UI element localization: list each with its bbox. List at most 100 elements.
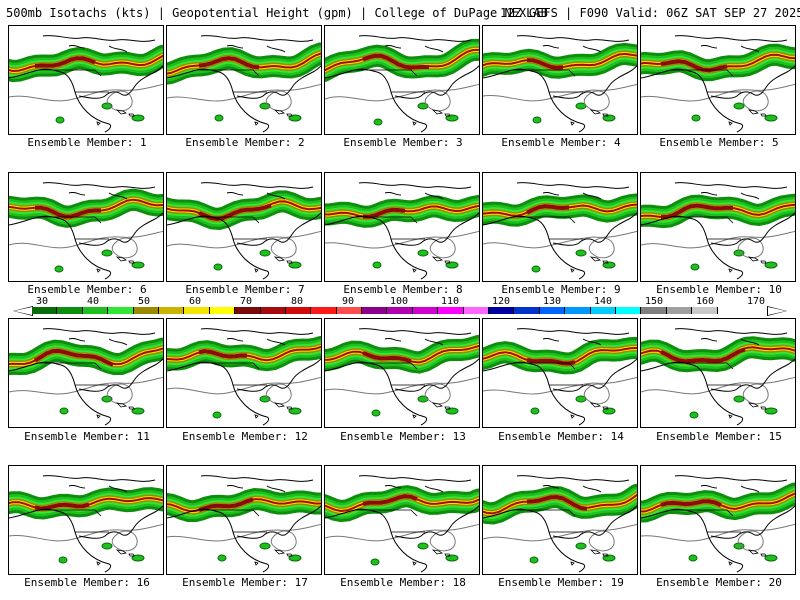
- height-contour-closed: [737, 530, 764, 552]
- height-contour: [167, 376, 321, 395]
- ensemble-member-label: Ensemble Member: 6: [27, 283, 147, 296]
- coastline: [516, 328, 630, 346]
- height-contour-closed: [111, 237, 138, 259]
- member-map-svg: [641, 182, 795, 280]
- ensemble-member-map: [324, 172, 480, 282]
- jet-core-max-wind: [35, 205, 101, 219]
- isotach-blob: [212, 411, 222, 419]
- isotach-blob: [602, 407, 616, 415]
- member-map-svg: [641, 35, 795, 133]
- ensemble-member-label: Ensemble Member: 9: [501, 283, 621, 296]
- height-contour-closed: [424, 383, 451, 405]
- coastline: [200, 328, 314, 346]
- legend-color-cell: [489, 307, 515, 314]
- ensemble-member-map: [166, 318, 322, 428]
- legend-color-cell: [311, 307, 337, 314]
- height-contour: [9, 83, 163, 102]
- legend-tick-label: 30: [35, 296, 49, 307]
- isotach-blob: [531, 265, 541, 273]
- legend-tick-label: 120: [491, 296, 511, 307]
- ensemble-member-label: Ensemble Member: 19: [498, 576, 624, 589]
- isotach-blob: [688, 554, 698, 562]
- coastline: [254, 402, 293, 419]
- legend-tick-label: 150: [644, 296, 664, 307]
- coastline: [570, 109, 609, 126]
- isotach-blob: [259, 542, 271, 550]
- coastline: [254, 109, 293, 126]
- legend-color-cell: [32, 307, 58, 314]
- coastline: [674, 328, 788, 346]
- ensemble-member-label: Ensemble Member: 1: [27, 136, 147, 149]
- isotach-blob: [213, 263, 223, 271]
- coastline: [96, 109, 135, 126]
- isotach-blob: [445, 261, 459, 269]
- ensemble-member-map: [8, 465, 164, 575]
- ensemble-member-map: [324, 465, 480, 575]
- legend-color-cell: [235, 307, 261, 314]
- coastline: [42, 182, 156, 200]
- isotach-blob: [575, 542, 587, 550]
- isotach-blob: [54, 265, 64, 273]
- member-map-svg: [483, 182, 637, 280]
- ensemble-member-map: [482, 318, 638, 428]
- isotach-blob: [691, 114, 701, 122]
- legend-color-cell: [615, 307, 642, 314]
- ensemble-member-label: Ensemble Member: 5: [659, 136, 779, 149]
- ensemble-member-map: [8, 172, 164, 282]
- legend-color-cell: [57, 307, 83, 314]
- jet-core-max-wind: [660, 59, 728, 73]
- jet-core-max-wind: [526, 204, 570, 215]
- ensemble-member-label: Ensemble Member: 13: [340, 430, 466, 443]
- member-map-svg: [641, 475, 795, 573]
- member-map-svg: [483, 328, 637, 426]
- coastline: [42, 475, 156, 493]
- legend-color-cell: [108, 307, 134, 314]
- coastline: [358, 475, 472, 493]
- isotach-blob: [417, 542, 429, 550]
- coastline: [516, 475, 630, 493]
- jet-core-max-wind: [34, 502, 90, 511]
- legend-color-cell: [463, 307, 490, 314]
- ensemble-member-label: Ensemble Member: 4: [501, 136, 621, 149]
- isotach-blob: [371, 409, 381, 417]
- legend-left-arrow-icon: [14, 307, 32, 315]
- legend-tick-label: 50: [137, 296, 151, 307]
- legend-color-cell: [184, 307, 210, 314]
- height-contour: [167, 83, 321, 102]
- coastline: [570, 402, 609, 419]
- coastline: [355, 69, 425, 93]
- member-map-svg: [167, 35, 321, 133]
- isotach-blob: [764, 114, 778, 122]
- isotach-blob: [733, 395, 745, 403]
- legend-tick-label: 110: [440, 296, 460, 307]
- coastline: [570, 256, 609, 273]
- member-map-svg: [483, 35, 637, 133]
- height-contour: [9, 230, 163, 249]
- ensemble-member-label: Ensemble Member: 20: [656, 576, 782, 589]
- ensemble-member-label: Ensemble Member: 12: [182, 430, 308, 443]
- coastline: [412, 402, 451, 419]
- coastline: [200, 475, 314, 493]
- coastline: [96, 549, 135, 566]
- coastline: [412, 549, 451, 566]
- coastline: [96, 256, 135, 273]
- height-contour-closed: [742, 383, 769, 405]
- legend-color-cell: [412, 307, 439, 314]
- legend-color-cell: [565, 307, 591, 314]
- height-contour-closed: [429, 237, 456, 259]
- height-contour: [641, 376, 795, 395]
- isotach-blob: [214, 114, 224, 122]
- member-map-svg: [167, 328, 321, 426]
- legend-tick-label: 80: [290, 296, 304, 307]
- jet-core-max-wind: [33, 348, 114, 367]
- ensemble-member-map: [482, 465, 638, 575]
- isotach-blob: [288, 407, 302, 415]
- member-map-svg: [167, 475, 321, 573]
- jet-core-max-wind: [34, 56, 96, 68]
- coastline: [197, 509, 267, 533]
- isotach-blob: [372, 261, 382, 269]
- legend-tick-label: 100: [389, 296, 409, 307]
- isotach-blob: [602, 554, 616, 562]
- isotach-blob: [529, 556, 539, 564]
- member-map-svg: [325, 475, 479, 573]
